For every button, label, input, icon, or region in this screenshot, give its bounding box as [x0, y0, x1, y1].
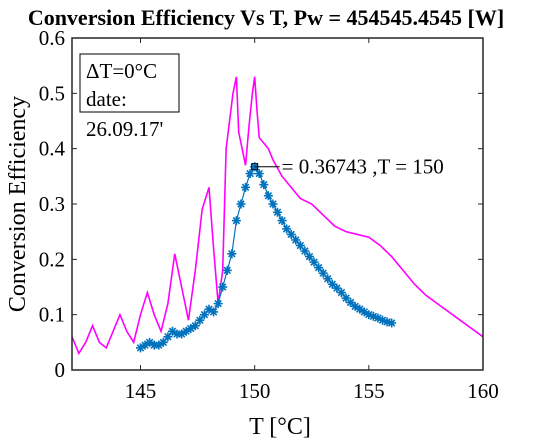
x-tick-label: 145: [125, 379, 157, 403]
data-point: [245, 169, 255, 179]
data-point: [277, 216, 287, 226]
legend-line-1: ΔT=0°C: [86, 59, 157, 83]
data-point: [304, 252, 314, 262]
y-tick-label: 0.4: [39, 137, 66, 161]
y-tick-label: 0.1: [39, 303, 65, 327]
data-point: [190, 321, 200, 331]
data-point: [209, 307, 219, 317]
series-markers-1: [136, 162, 397, 353]
data-point: [332, 283, 342, 293]
data-point: [364, 310, 374, 320]
data-point: [241, 182, 251, 192]
datatip-text: = 0.36743 ,T = 150: [282, 155, 444, 179]
x-axis-label: T [°C]: [249, 414, 311, 440]
data-point: [387, 318, 397, 328]
data-point: [218, 282, 228, 292]
x-tick-label: 155: [353, 379, 385, 403]
series-line-0: [72, 76, 483, 356]
data-point: [231, 216, 241, 226]
x-tick-label: 160: [467, 379, 499, 403]
data-point: [222, 265, 232, 275]
datatip-marker: [251, 163, 259, 171]
legend-line-2: date:: [86, 87, 127, 111]
data-point: [259, 180, 269, 190]
x-tick-label: 150: [239, 379, 271, 403]
y-tick-label: 0.5: [39, 81, 65, 105]
y-tick-label: 0.3: [39, 192, 65, 216]
data-point: [268, 199, 278, 209]
date-text: 26.09.17': [86, 117, 163, 141]
data-point: [236, 199, 246, 209]
y-axis-label: Conversion Efficiency: [5, 96, 31, 312]
y-tick-label: 0: [55, 358, 66, 382]
data-point: [213, 299, 223, 309]
data-point: [273, 207, 282, 217]
data-point: [254, 169, 264, 179]
y-tick-label: 0.6: [39, 26, 65, 50]
data-point: [286, 229, 296, 239]
data-point: [167, 326, 177, 336]
data-point: [263, 191, 273, 201]
legend-box: [79, 53, 180, 113]
chart-title: Conversion Efficiency Vs T, Pw = 454545.…: [28, 5, 504, 30]
data-point: [227, 249, 237, 259]
y-tick-label: 0.2: [39, 247, 65, 271]
data-point: [327, 279, 337, 289]
